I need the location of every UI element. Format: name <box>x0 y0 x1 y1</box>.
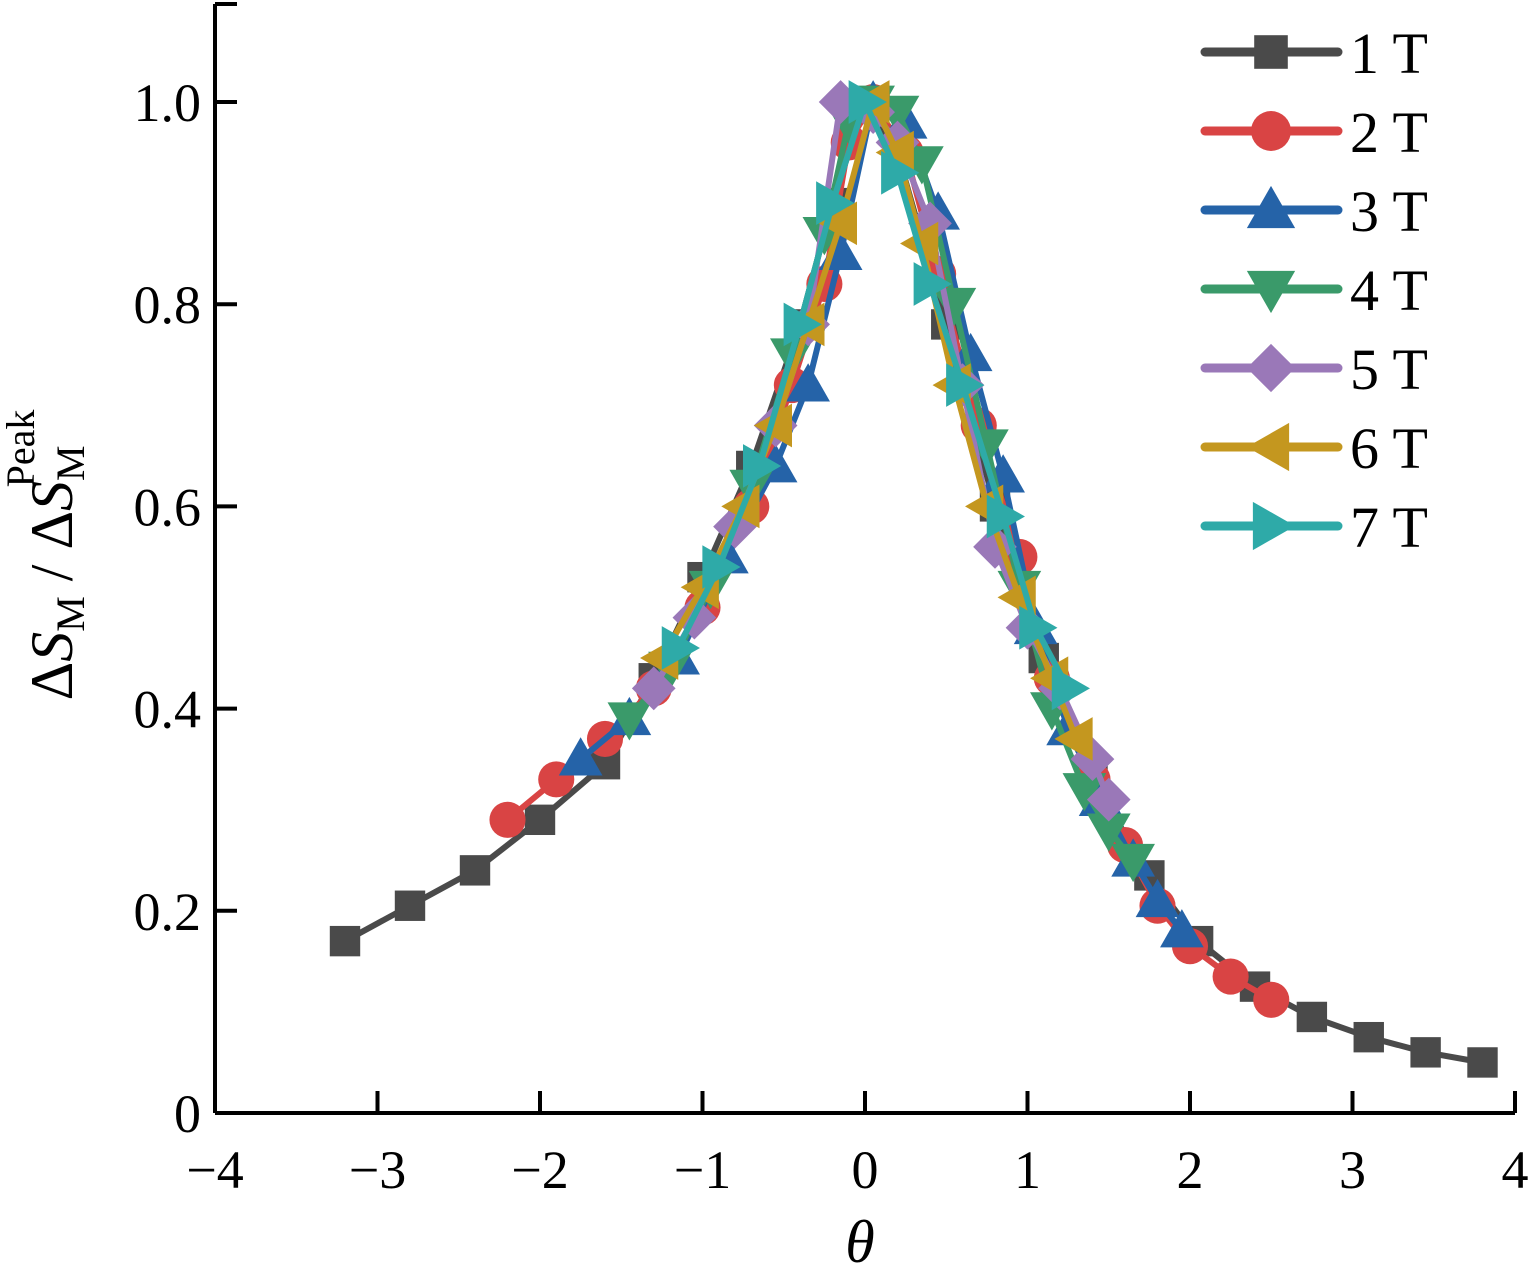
legend-label: 2 T <box>1350 100 1428 165</box>
data-point <box>1353 1021 1384 1053</box>
x-tick-label: −2 <box>511 1140 568 1200</box>
legend-item: 3 T <box>1200 179 1428 244</box>
legend-marker <box>1254 35 1288 69</box>
series-line <box>627 99 1136 863</box>
x-tick-label: 1 <box>1014 1140 1041 1200</box>
y-title-sup: Peak <box>0 410 43 488</box>
series-2 <box>489 83 1290 1018</box>
y-title-s-2: S <box>19 481 85 511</box>
y-tick-label: 0.8 <box>134 275 202 335</box>
legend-item: 7 T <box>1200 495 1428 560</box>
x-tick-label: 0 <box>852 1140 879 1200</box>
y-tick-label: 0.2 <box>134 882 202 942</box>
legend-marker <box>1251 111 1291 151</box>
data-point <box>1019 605 1058 650</box>
legend-label: 6 T <box>1350 416 1428 481</box>
legend-marker <box>1246 422 1290 472</box>
y-title-sub: M <box>48 596 93 632</box>
data-point <box>524 804 556 836</box>
legend-item: 4 T <box>1200 258 1428 323</box>
data-point <box>1253 981 1290 1018</box>
legend-item: 1 T <box>1200 21 1428 86</box>
data-point <box>558 737 603 776</box>
legend-item: 5 T <box>1200 337 1428 402</box>
series-6 <box>640 80 1093 761</box>
series-7 <box>661 80 1090 711</box>
data-point <box>946 363 985 407</box>
data-point <box>913 262 952 306</box>
data-point <box>783 302 822 347</box>
data-point <box>1296 1001 1328 1033</box>
legend-label: 7 T <box>1350 495 1428 560</box>
series-line <box>675 99 1071 690</box>
y-title-delta: Δ <box>19 662 85 701</box>
y-tick-label: 0.4 <box>134 680 202 740</box>
legend-marker <box>1246 343 1296 393</box>
legend-label: 1 T <box>1350 21 1428 86</box>
data-point <box>329 925 361 957</box>
x-tick-label: −1 <box>674 1140 731 1200</box>
legend-label: 4 T <box>1350 258 1428 323</box>
legend-marker <box>1252 501 1296 551</box>
x-tick-label: 2 <box>1177 1140 1204 1200</box>
data-point <box>1212 958 1249 995</box>
data-point <box>986 494 1025 539</box>
legend-label: 5 T <box>1350 337 1428 402</box>
data-point <box>786 363 830 402</box>
axes <box>213 2 1515 1115</box>
y-title-slash: / <box>19 550 85 597</box>
x-tick-label: 3 <box>1339 1140 1366 1200</box>
data-point <box>1410 1037 1441 1068</box>
data-point <box>661 626 700 670</box>
y-tick-label: 0 <box>174 1084 201 1144</box>
y-tick-label: 1.0 <box>134 73 202 133</box>
data-point <box>489 801 526 838</box>
data-point <box>1467 1047 1498 1078</box>
legend-item: 6 T <box>1200 416 1428 481</box>
y-ticks: 0 0.2 0.4 0.6 0.8 1.0 <box>134 73 237 1144</box>
data-point <box>702 545 741 589</box>
data-point <box>1160 909 1204 948</box>
data-point <box>394 890 426 921</box>
series-4 <box>607 85 1155 883</box>
plot-area <box>329 80 1498 1078</box>
data-point <box>1086 777 1131 822</box>
data-point <box>742 444 782 488</box>
data-point <box>459 855 491 886</box>
legend: 1 T 2 T 3 T 4 T 5 T 6 T 7 T <box>1200 21 1428 560</box>
data-point <box>1111 843 1155 883</box>
x-axis-title: θ <box>845 1209 874 1275</box>
data-point <box>1051 666 1090 711</box>
y-tick-label: 0.6 <box>134 477 202 537</box>
data-point <box>875 130 914 175</box>
data-point <box>816 181 855 225</box>
legend-marker <box>1246 185 1296 229</box>
x-ticks: −4 −3 −2 −1 0 1 2 3 4 <box>186 1091 1529 1200</box>
data-point <box>818 201 858 246</box>
legend-marker <box>1246 270 1296 314</box>
data-point <box>607 702 652 741</box>
legend-item: 2 T <box>1200 100 1428 165</box>
data-point <box>1135 878 1180 918</box>
x-tick-label: −4 <box>186 1140 243 1200</box>
data-point <box>1062 773 1107 812</box>
data-point <box>818 80 863 124</box>
legend-label: 3 T <box>1350 179 1428 244</box>
data-point <box>848 80 887 124</box>
data-point <box>631 666 676 711</box>
data-point <box>1054 717 1093 761</box>
x-tick-label: −3 <box>349 1140 406 1200</box>
series-line <box>659 99 1080 741</box>
data-point <box>1086 813 1131 852</box>
data-point <box>881 150 920 195</box>
y-title-delta-2: Δ <box>19 511 85 550</box>
y-title-sub-2: M <box>48 445 93 481</box>
y-title-s: S <box>19 632 85 662</box>
y-axis-title: ΔSM / ΔSMPeak <box>0 410 93 701</box>
x-tick-label: 4 <box>1502 1140 1529 1200</box>
